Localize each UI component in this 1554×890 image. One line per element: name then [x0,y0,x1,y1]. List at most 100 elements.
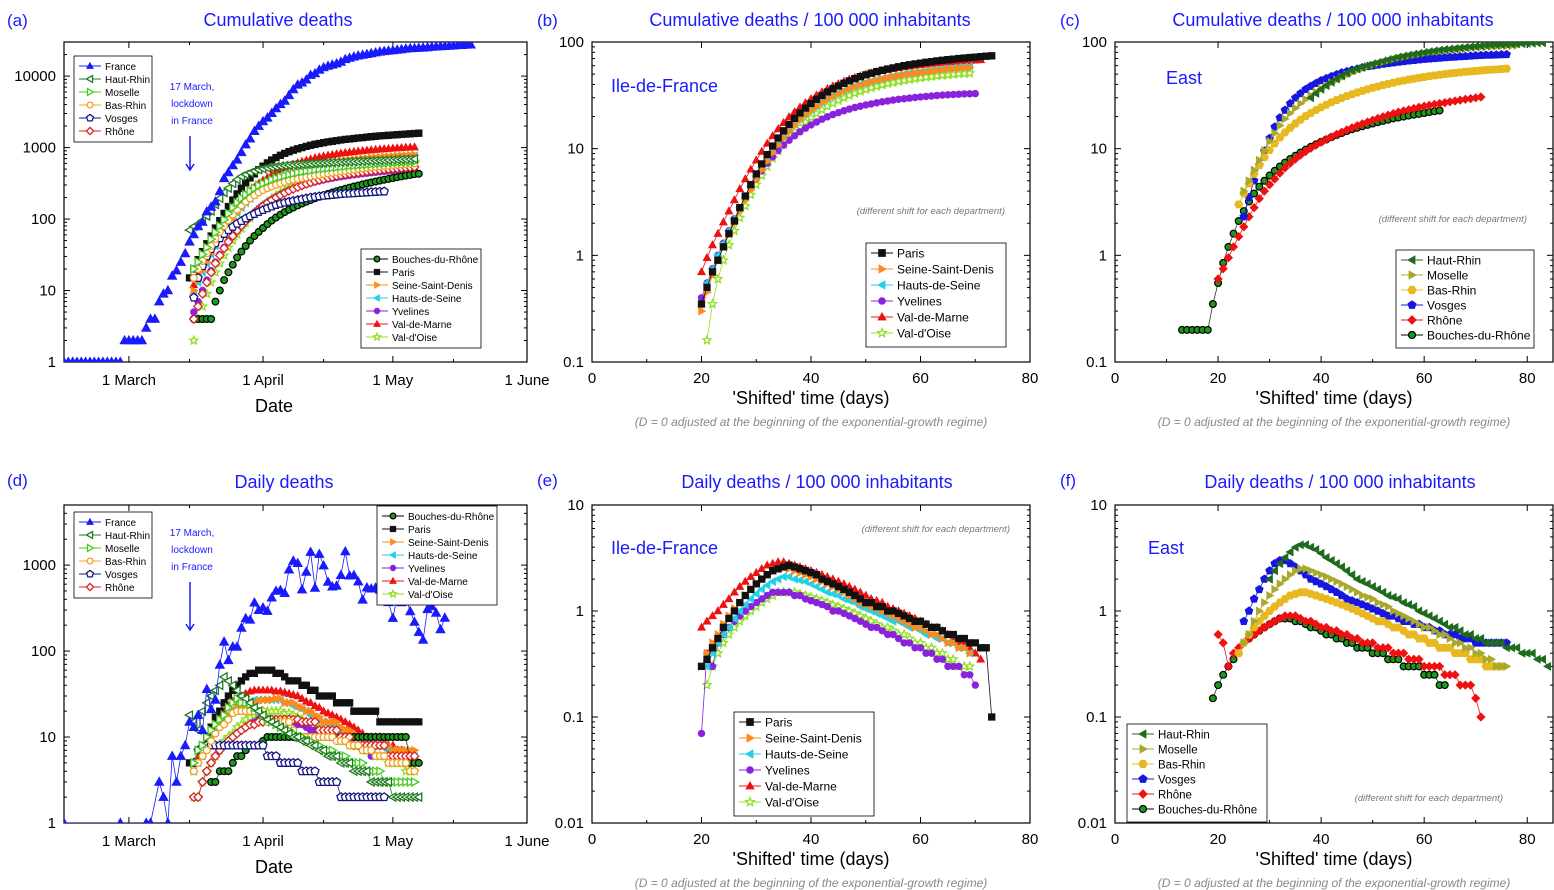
legend-marker [878,297,886,305]
data-point [318,559,329,570]
data-point [966,62,975,73]
x-tick-label: 60 [912,370,929,387]
legend-label: Bas-Rhin [105,101,146,112]
data-point [988,52,996,60]
y-tick-label: 100 [31,211,56,228]
data-point [320,717,329,727]
legend-label: Hauts-de-Seine [765,748,849,762]
data-point [246,186,256,197]
data-point [829,91,838,101]
data-point [811,582,820,592]
data-point [724,594,734,603]
data-point [1266,136,1275,146]
data-point [955,662,963,671]
data-point [736,598,744,607]
data-point [895,71,904,81]
data-point [397,776,408,788]
data-point [933,57,941,65]
data-point [211,777,220,786]
data-point [1203,325,1212,334]
data-point [171,776,182,786]
legend-marker [389,512,397,520]
data-point [1434,661,1445,672]
data-point [1249,594,1259,603]
legend-label: Vosges [105,570,138,581]
data-point [982,644,990,652]
data-point [1450,629,1460,639]
data-point [192,301,204,312]
data-point [889,630,897,639]
data-point [966,671,974,679]
data-point [201,205,213,216]
data-point [1395,608,1404,618]
data-point [1213,629,1223,640]
data-point [725,614,733,623]
data-point [1254,193,1264,204]
legend-box [73,511,153,599]
legend-label: France [105,518,137,529]
legend-label: Haut-Rhin [1158,729,1210,741]
axis-note: (D = 0 adjusted at the beginning of the … [1158,876,1511,890]
data-point [703,283,711,292]
y-tick-label: 10 [39,283,56,300]
data-point [856,73,864,81]
data-point [340,545,351,556]
data-point [758,575,766,583]
data-point [205,703,217,714]
data-point [944,638,953,648]
data-point [1281,114,1290,124]
data-point [889,64,897,72]
data-point [796,591,804,600]
series-Haut-Rhin [1264,540,1552,671]
data-point [237,247,246,256]
data-point [823,602,832,611]
data-point [253,120,264,130]
data-point [1450,670,1460,680]
data-point [294,167,304,178]
x-tick-label: 1 June [504,372,549,389]
data-point [1218,264,1228,274]
data-point [331,580,342,590]
series-Rhône [1213,611,1486,722]
x-tick-label: 20 [693,370,710,387]
data-point [878,627,886,635]
y-tick-label: 1 [48,354,56,371]
data-point [707,611,718,620]
legend-marker [745,780,755,790]
data-point [1245,176,1254,186]
data-point [696,622,707,631]
data-point [1219,670,1228,679]
data-point [703,648,712,658]
x-tick-label: 0 [588,370,596,387]
data-point [862,78,871,88]
data-point [285,698,294,708]
data-point [1276,120,1285,131]
data-point [1261,598,1270,608]
data-point [218,172,230,183]
y-tick-label: 1 [1099,247,1107,264]
panel-label: (a) [7,11,28,30]
data-point [1208,694,1217,703]
region-label: East [1148,538,1184,558]
data-point [266,592,277,602]
data-point [703,655,711,663]
data-point [1465,680,1476,690]
data-point [210,196,221,206]
data-point [309,740,319,751]
chart-title: Cumulative deaths / 100 000 inhabitants [649,10,970,30]
data-point [268,695,277,705]
data-point [190,285,199,296]
legend-label: Bouches-du-Rhône [1427,329,1531,343]
x-tick-label: 40 [803,370,820,387]
chart-title: Daily deaths / 100 000 inhabitants [681,472,952,492]
series-Paris [185,666,423,767]
data-point [240,138,251,149]
chart-panel-b: (b) Cumulative deaths / 100 000 inhabitan… [537,10,1038,429]
data-point [322,576,334,586]
data-point [1446,633,1455,644]
data-point [1502,49,1511,59]
data-point [283,728,293,739]
data-point [822,587,831,597]
legend-label: Moselle [1427,269,1469,283]
data-point [319,706,329,715]
